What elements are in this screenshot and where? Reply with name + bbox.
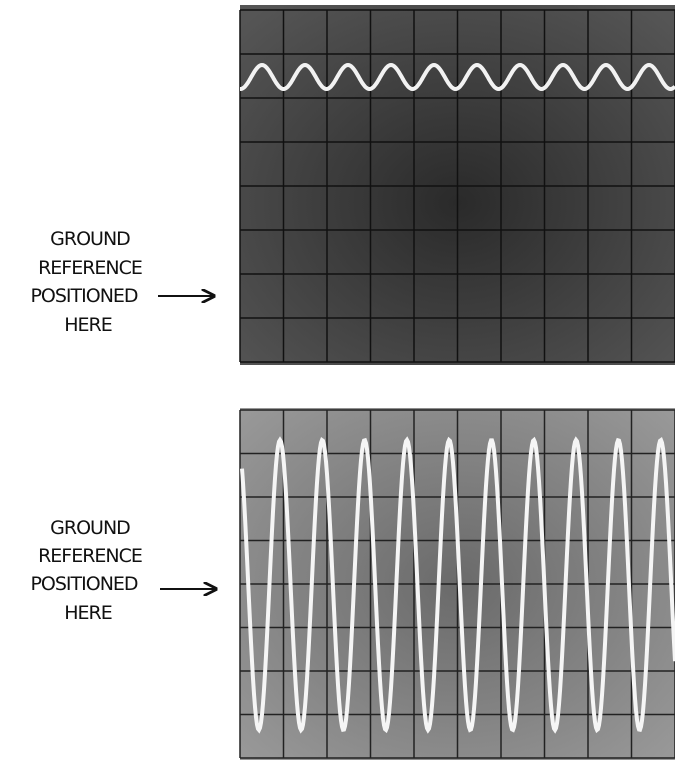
label-line: REFERENCE <box>38 257 142 279</box>
label-line: GROUND <box>50 517 130 539</box>
label-line: POSITIONED <box>30 285 137 307</box>
annotation: GROUND REFERENCE POSITIONED HERE <box>30 517 216 624</box>
label-line: HERE <box>64 602 112 624</box>
label-line: POSITIONED <box>30 573 137 595</box>
label-line: HERE <box>64 314 112 336</box>
figure: GROUND REFERENCE POSITIONED HERE GROUND … <box>0 0 675 762</box>
annotation: GROUND REFERENCE POSITIONED HERE <box>30 228 214 336</box>
label-line: GROUND <box>50 228 130 250</box>
label-line: REFERENCE <box>38 545 142 567</box>
